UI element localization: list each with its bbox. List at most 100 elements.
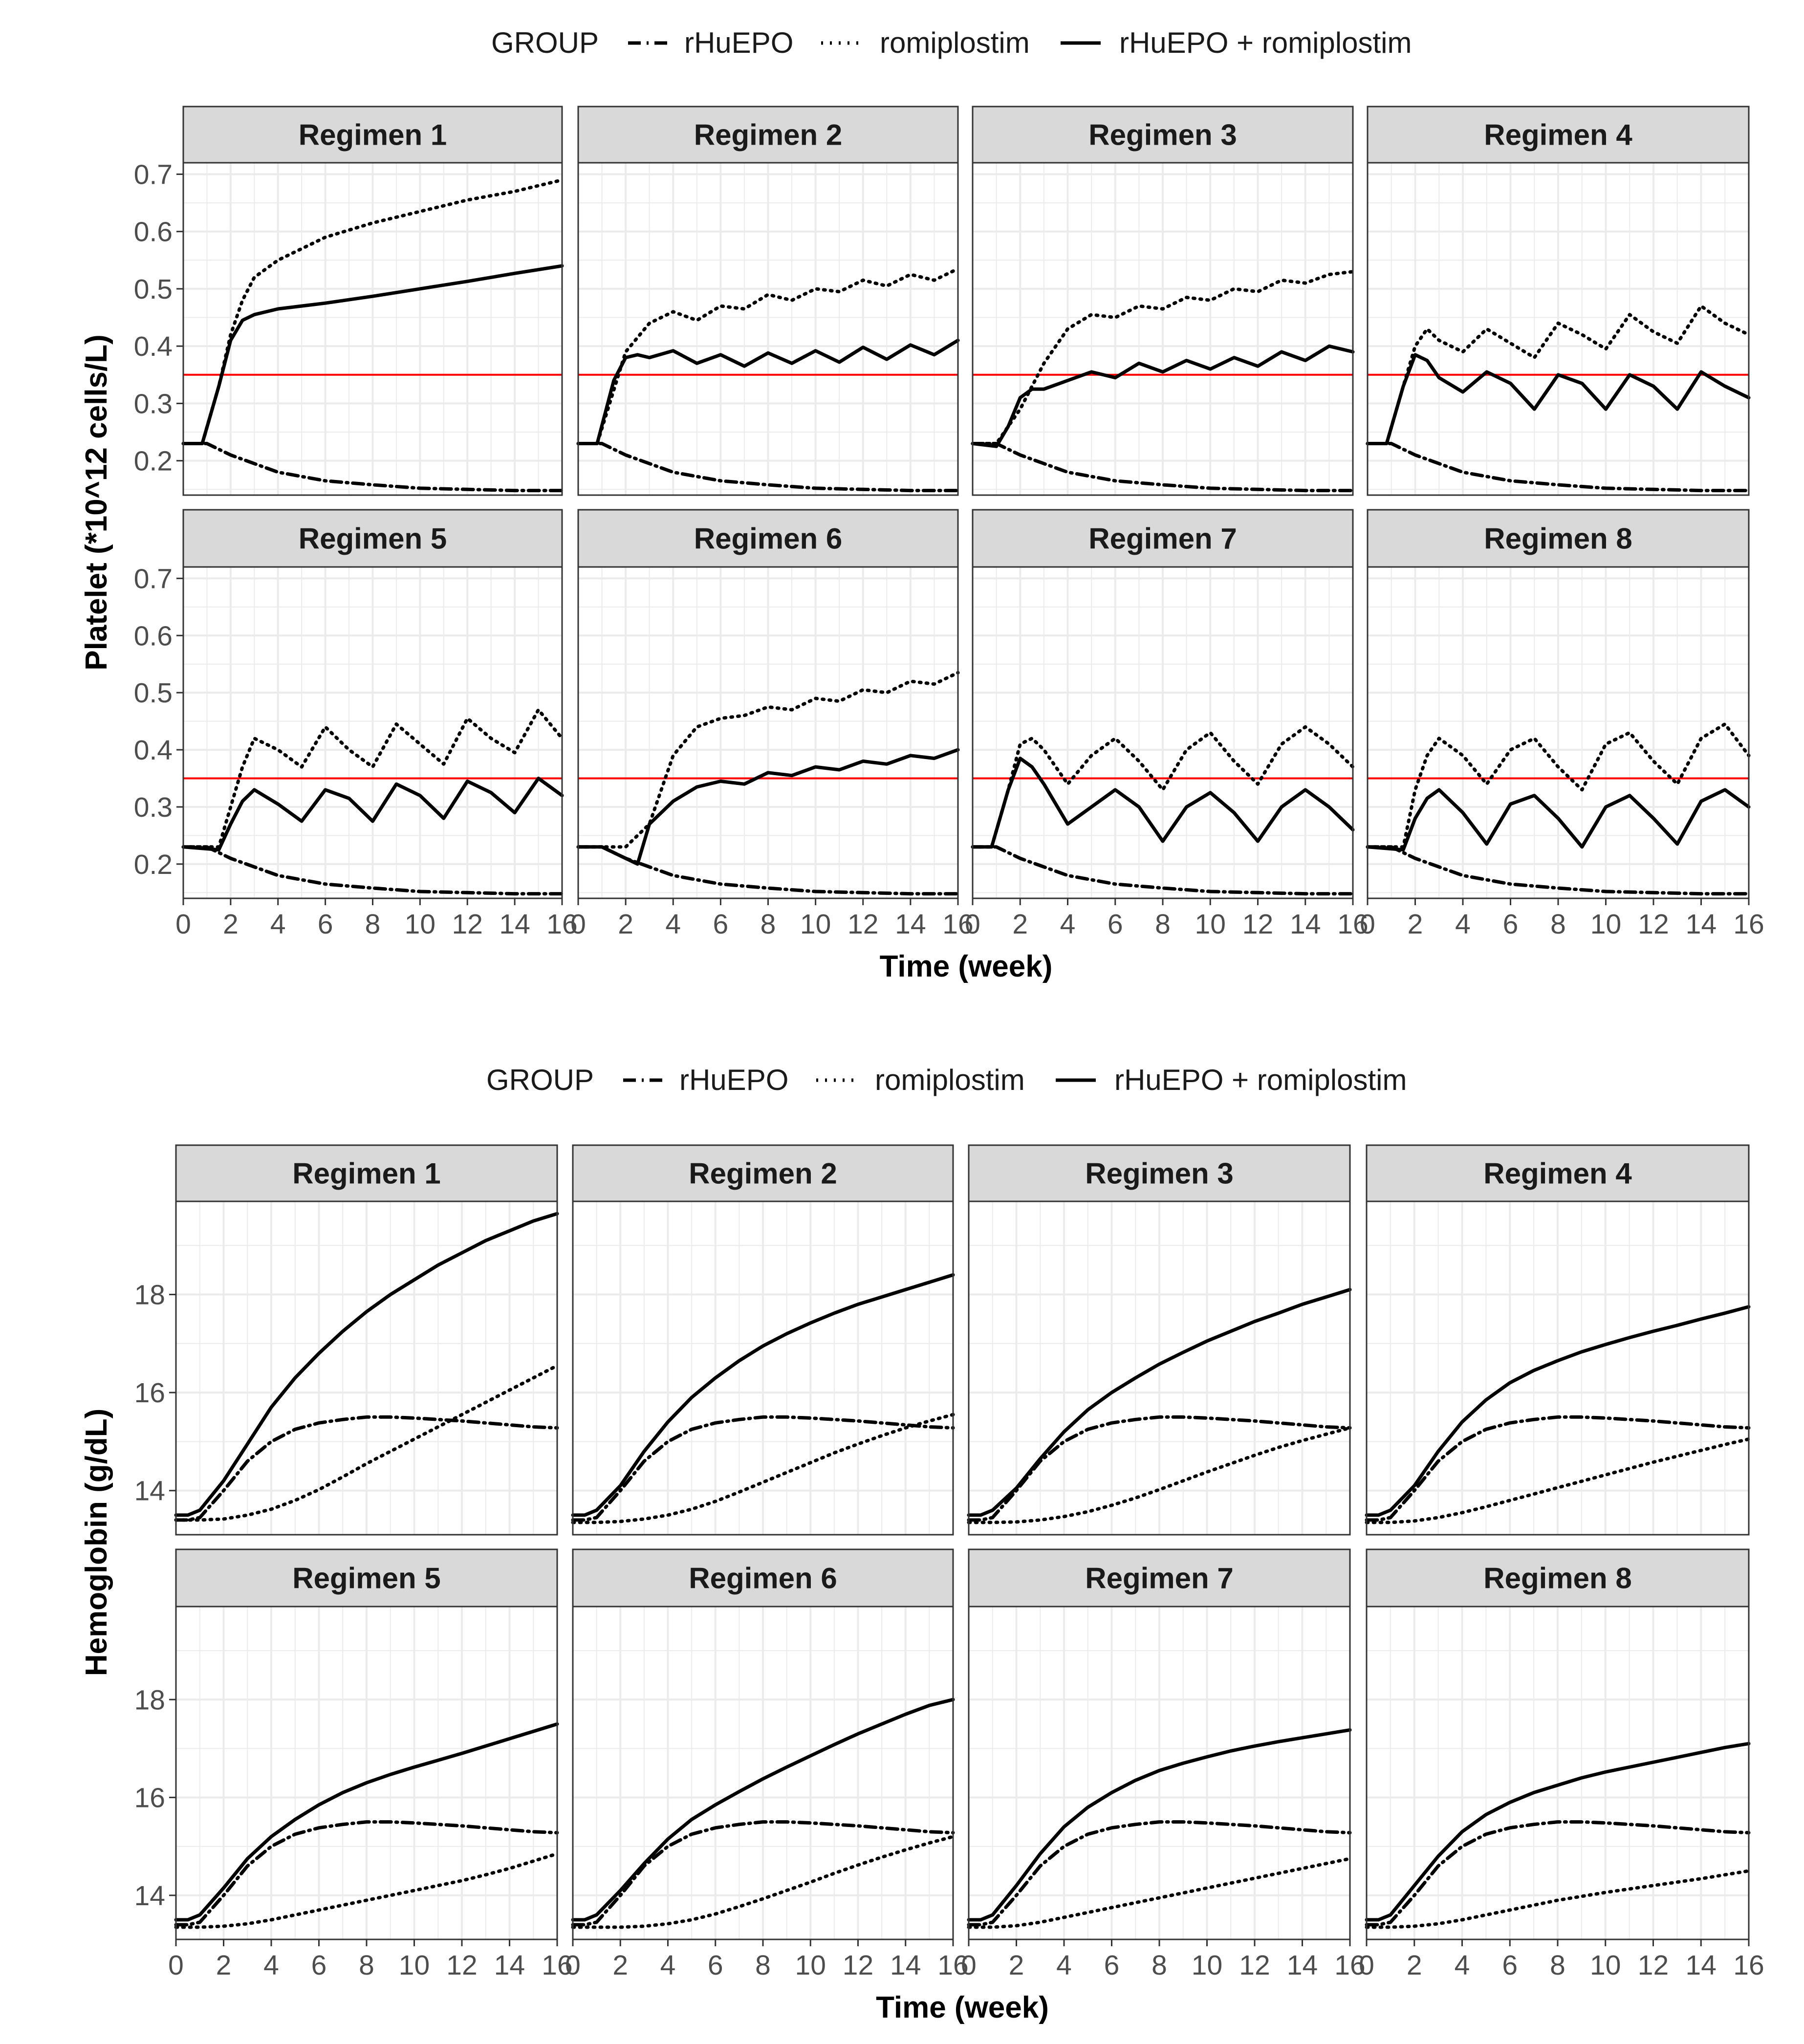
- series-line-rhuepo: [571, 1415, 955, 1522]
- x-tick-label: 12: [1242, 909, 1273, 940]
- facet-regimen-4: Regimen 4: [1365, 1144, 1751, 1536]
- x-tick-label: 6: [1104, 1950, 1120, 1981]
- x-tick-label: 2: [1407, 1950, 1422, 1981]
- x-tick-label: 16: [1337, 909, 1368, 940]
- y-tick-label: 0.3: [134, 388, 173, 419]
- platelet-chart: GROUP rHuEPO romiplostim rHuEPO + romiplost…: [80, 26, 1764, 983]
- panel-border: [182, 162, 563, 496]
- series-line-rhuepo-romiplostim: [967, 1728, 1352, 1922]
- x-tick-label: 6: [311, 1950, 327, 1981]
- facet-strip: [577, 106, 959, 164]
- x-tick-label: 16: [542, 1950, 572, 1981]
- series-line-rhuepo-romiplostim: [571, 1273, 955, 1517]
- series-line-romiplostim: [576, 267, 960, 445]
- x-tick-label: 8: [365, 909, 381, 940]
- facet-strip-label: Regimen 5: [292, 1562, 440, 1595]
- series-line-romiplostim: [571, 1413, 955, 1524]
- y-tick-label: 18: [134, 1684, 165, 1716]
- x-tick-label: 8: [1152, 1950, 1167, 1981]
- series-line-rhuepo: [967, 1415, 1352, 1522]
- legend-label-rhuepo: rHuEPO: [684, 26, 793, 59]
- legend-title: GROUP: [486, 1064, 594, 1096]
- facet-strip: [175, 1144, 558, 1202]
- facet-regimen-8: Regimen 80 2 4 6 8 10 12 14 16: [1360, 509, 1764, 940]
- series-line-rhuepo: [174, 1820, 559, 1927]
- facet-regimen-8: Regimen 80 2 4 6 8 10 12 14 16: [1359, 1548, 1764, 1981]
- x-tick-label: 12: [1638, 1950, 1669, 1981]
- legend-label-rhuepo-romiplostim: rHuEPO + romiplostim: [1114, 1064, 1407, 1096]
- facet-regimen-1: Regimen 1 0.2 0.3 0.4 0.5 0.6 0.7: [134, 106, 564, 496]
- series-line-rhuepo: [1366, 845, 1751, 896]
- x-tick-label: 2: [612, 1950, 628, 1981]
- x-tick-label: 6: [713, 909, 729, 940]
- series-line-romiplostim: [967, 1857, 1352, 1929]
- series-line-rhuepo-romiplostim: [181, 264, 564, 445]
- y-tick-label: 0.7: [134, 563, 173, 594]
- x-tick-label: 6: [708, 1950, 723, 1981]
- facet-strip: [572, 1144, 954, 1202]
- y-tick-label: 0.2: [134, 446, 173, 477]
- facet-regimen-2: Regimen 2: [576, 106, 960, 496]
- series-line-rhuepo-romiplostim: [1365, 1741, 1751, 1922]
- x-tick-label: 12: [1638, 909, 1669, 940]
- legend: GROUP rHuEPO romiplostim rHuEPO + romiplost…: [491, 26, 1412, 59]
- facet-strip: [968, 1548, 1351, 1608]
- x-tick-label: 14: [895, 909, 926, 940]
- series-line-romiplostim: [971, 725, 1355, 849]
- x-tick-label: 12: [1239, 1950, 1270, 1981]
- facet-strip: [1366, 1144, 1750, 1202]
- x-tick-label: 14: [1686, 1950, 1717, 1981]
- series-line-rhuepo: [1365, 1820, 1751, 1927]
- x-tick-label: 6: [1503, 909, 1519, 940]
- x-tick-label: 10: [795, 1950, 826, 1981]
- panel-border: [175, 1200, 558, 1536]
- x-tick-label: 12: [843, 1950, 873, 1981]
- series-line-rhuepo-romiplostim: [576, 748, 960, 866]
- y-tick-label: 0.4: [134, 735, 173, 766]
- y-tick-label: 14: [134, 1476, 165, 1507]
- facet-strip: [182, 509, 563, 568]
- series-line-rhuepo: [571, 1820, 955, 1927]
- y-axis-title: Platelet (*10^12 cells/L): [80, 334, 113, 671]
- x-tick-label: 4: [270, 909, 286, 940]
- series-line-rhuepo: [971, 845, 1355, 896]
- facet-strip: [182, 106, 563, 164]
- series-line-rhuepo: [174, 1415, 559, 1522]
- series-line-rhuepo: [576, 442, 960, 493]
- series-line-rhuepo-romiplostim: [174, 1722, 559, 1922]
- x-tick-label: 16: [546, 909, 577, 940]
- series-line-romiplostim: [181, 708, 564, 849]
- x-tick-label: 16: [1733, 1950, 1764, 1981]
- series-line-romiplostim: [1365, 1869, 1751, 1929]
- facet-strip-label: Regimen 2: [689, 1157, 837, 1190]
- x-axis-title: Time (week): [876, 1991, 1049, 2024]
- x-tick-label: 12: [848, 909, 878, 940]
- legend-title: GROUP: [491, 26, 599, 59]
- y-tick-label: 16: [134, 1377, 165, 1409]
- x-tick-label: 10: [405, 909, 435, 940]
- series-line-rhuepo: [576, 845, 960, 896]
- facet-strip-label: Regimen 1: [299, 119, 447, 152]
- facet-strip: [572, 1548, 954, 1608]
- x-tick-label: 10: [1192, 1950, 1222, 1981]
- x-tick-label: 4: [1455, 1950, 1470, 1981]
- series-line-rhuepo: [181, 845, 564, 896]
- y-tick-label: 0.6: [134, 217, 173, 248]
- legend-label-romiplostim: romiplostim: [880, 26, 1030, 59]
- series-line-rhuepo: [971, 442, 1355, 493]
- x-tick-label: 4: [263, 1950, 279, 1981]
- x-tick-label: 10: [1195, 909, 1226, 940]
- x-tick-label: 14: [1290, 909, 1321, 940]
- facet-strip-label: Regimen 3: [1085, 1157, 1233, 1190]
- series-line-romiplostim: [967, 1426, 1352, 1524]
- x-tick-label: 2: [223, 909, 239, 940]
- legend-label-rhuepo-romiplostim: rHuEPO + romiplostim: [1119, 26, 1412, 59]
- series-line-romiplostim: [174, 1852, 559, 1929]
- facet-strip-label: Regimen 4: [1484, 119, 1632, 152]
- series-line-romiplostim: [971, 270, 1355, 445]
- x-tick-label: 8: [761, 909, 776, 940]
- facet-regimen-5: Regimen 5 0 2 4 6 8 10 12 14 16 14 16 18: [134, 1548, 573, 1981]
- facet-strip-label: Regimen 8: [1483, 1562, 1631, 1595]
- facet-strip-label: Regimen 6: [694, 522, 842, 555]
